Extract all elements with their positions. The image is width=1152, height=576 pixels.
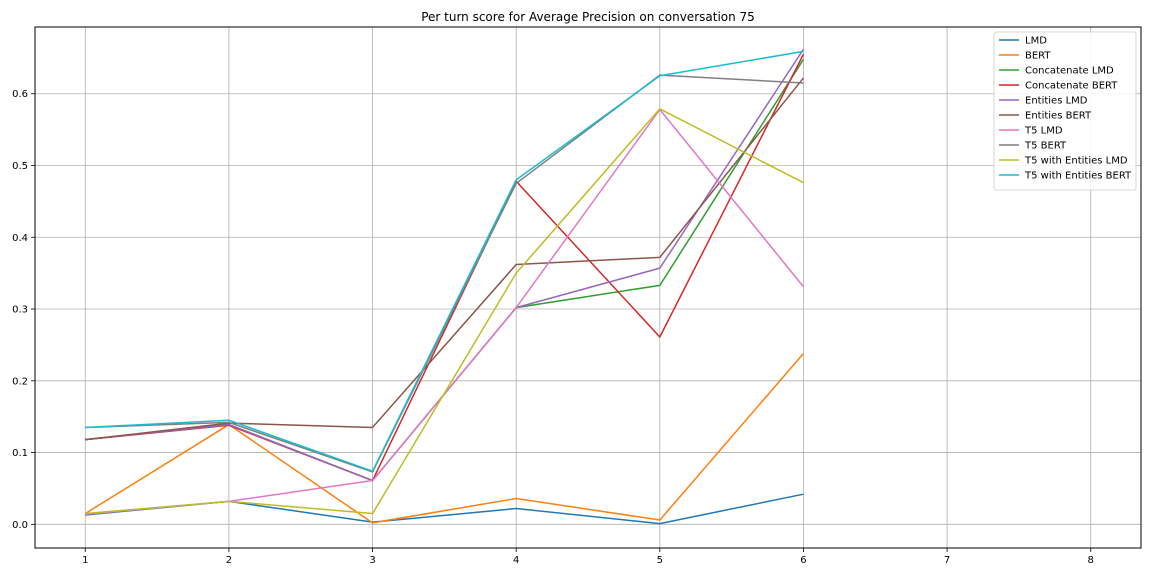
x-tick-label: 7 — [944, 555, 950, 566]
series-layer — [84, 48, 805, 525]
legend-label: Entities LMD — [1025, 96, 1088, 107]
legend-label: Entities BERT — [1025, 111, 1092, 122]
y-tick-label: 0.3 — [12, 305, 28, 316]
x-tick-label: 8 — [1088, 555, 1094, 566]
legend-label: T5 BERT — [1024, 141, 1067, 152]
y-tick-label: 0.6 — [12, 89, 28, 100]
x-tick-label: 5 — [657, 555, 663, 566]
series-line — [85, 50, 804, 472]
legend-label: Concatenate LMD — [1025, 66, 1114, 77]
series-line — [85, 77, 805, 441]
legend-label: T5 with Entities BERT — [1024, 171, 1132, 182]
y-tick-label: 0.1 — [12, 448, 28, 459]
legend-label: LMD — [1025, 36, 1047, 47]
legend-box — [993, 31, 1137, 191]
y-tick-label: 0.4 — [12, 233, 28, 244]
x-tick-label: 4 — [513, 555, 519, 566]
y-tick-label: 0.0 — [12, 520, 28, 531]
series-line — [85, 108, 804, 515]
grid-lines — [35, 27, 1141, 548]
y-tick-label: 0.5 — [12, 161, 28, 172]
x-axis: 1 2 3 4 5 6 7 8 — [82, 548, 1094, 566]
y-tick-label: 0.2 — [12, 376, 28, 387]
x-tick-label: 2 — [226, 555, 232, 566]
legend: LMD BERT Concatenate LMD Concatenate BERT En… — [993, 31, 1137, 191]
legend-label: T5 LMD — [1024, 126, 1063, 137]
x-tick-label: 1 — [82, 555, 88, 566]
legend-label: BERT — [1025, 51, 1051, 62]
y-axis: 0.0 0.1 0.2 0.3 0.4 0.5 0.6 — [12, 89, 35, 531]
chart-title: Per turn score for Average Precision on … — [421, 10, 755, 24]
series-line — [85, 74, 804, 473]
legend-label: Concatenate BERT — [1025, 81, 1118, 92]
plot-frame — [34, 26, 1142, 549]
legend-label: T5 with Entities LMD — [1024, 156, 1128, 167]
x-tick-label: 3 — [369, 555, 375, 566]
x-tick-label: 6 — [800, 555, 806, 566]
series-line — [84, 353, 805, 524]
